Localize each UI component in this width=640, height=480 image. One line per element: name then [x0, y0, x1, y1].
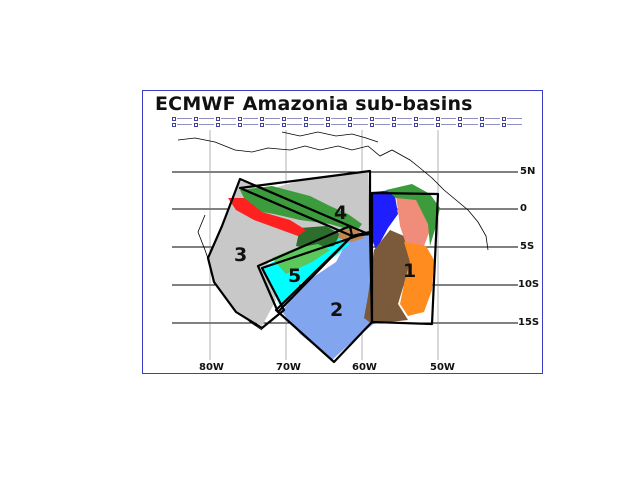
- lat-label-0: 0: [520, 203, 527, 214]
- legend-key: [194, 122, 214, 127]
- legend-key: [502, 122, 522, 127]
- lat-label-5n: 5N: [520, 166, 536, 177]
- legend-key: [348, 116, 368, 121]
- basin-label-4: 4: [334, 202, 347, 224]
- legend-key: [260, 122, 280, 127]
- region-orange: [400, 242, 434, 316]
- legend-key: [370, 122, 390, 127]
- basin-label-5: 5: [288, 265, 301, 287]
- legend-key: [216, 122, 236, 127]
- legend-key: [458, 116, 478, 121]
- lat-label-15s: 15S: [518, 317, 540, 328]
- legend-key: [172, 116, 192, 121]
- region-lime: [272, 244, 330, 274]
- legend-key: [392, 122, 412, 127]
- legend-key: [172, 122, 192, 127]
- legend-key: [304, 122, 324, 127]
- lat-label-10s: 10S: [518, 279, 540, 290]
- basin-3-outline: [206, 177, 368, 330]
- basin-label-2: 2: [330, 299, 343, 321]
- lon-label-80w: 80W: [199, 362, 224, 373]
- legend-key: [216, 116, 236, 121]
- legend-key: [414, 122, 434, 127]
- map-title: ECMWF Amazonia sub-basins: [155, 93, 473, 115]
- basin-label-3: 3: [234, 244, 247, 266]
- basin-label-1: 1: [403, 260, 416, 282]
- legend-key: [392, 116, 412, 121]
- legend-key: [348, 122, 368, 127]
- region-light-blue: [282, 234, 376, 360]
- legend-key: [282, 122, 302, 127]
- legend-key: [414, 116, 434, 121]
- coastline-lake: [281, 131, 379, 143]
- legend-strip: [172, 116, 532, 130]
- legend-key: [282, 116, 302, 121]
- lon-label-70w: 70W: [276, 362, 301, 373]
- legend-key: [458, 122, 478, 127]
- legend-key: [238, 122, 258, 127]
- legend-key: [326, 116, 346, 121]
- coastline-north: [177, 137, 489, 251]
- lon-label-60w: 60W: [352, 362, 377, 373]
- region-red: [228, 198, 306, 236]
- legend-key: [326, 122, 346, 127]
- sub-basin-regions: [208, 172, 440, 360]
- region-brown: [364, 230, 410, 324]
- region-green-east: [386, 184, 440, 246]
- basin-outlines: [206, 169, 440, 364]
- legend-key: [502, 116, 522, 121]
- legend-key: [304, 116, 324, 121]
- basin-4-outline: [238, 169, 372, 238]
- lon-label-50w: 50W: [430, 362, 455, 373]
- legend-key: [194, 116, 214, 121]
- legend-key: [238, 116, 258, 121]
- legend-key: [480, 122, 500, 127]
- legend-key: [436, 122, 456, 127]
- legend-key: [480, 116, 500, 121]
- legend-key: [370, 116, 390, 121]
- legend-key: [436, 116, 456, 121]
- basin-5-outline: [256, 224, 354, 314]
- region-green: [240, 186, 362, 232]
- region-blue: [370, 190, 398, 250]
- lat-label-5s: 5S: [520, 241, 535, 252]
- legend-key: [260, 116, 280, 121]
- region-cyan: [262, 232, 350, 310]
